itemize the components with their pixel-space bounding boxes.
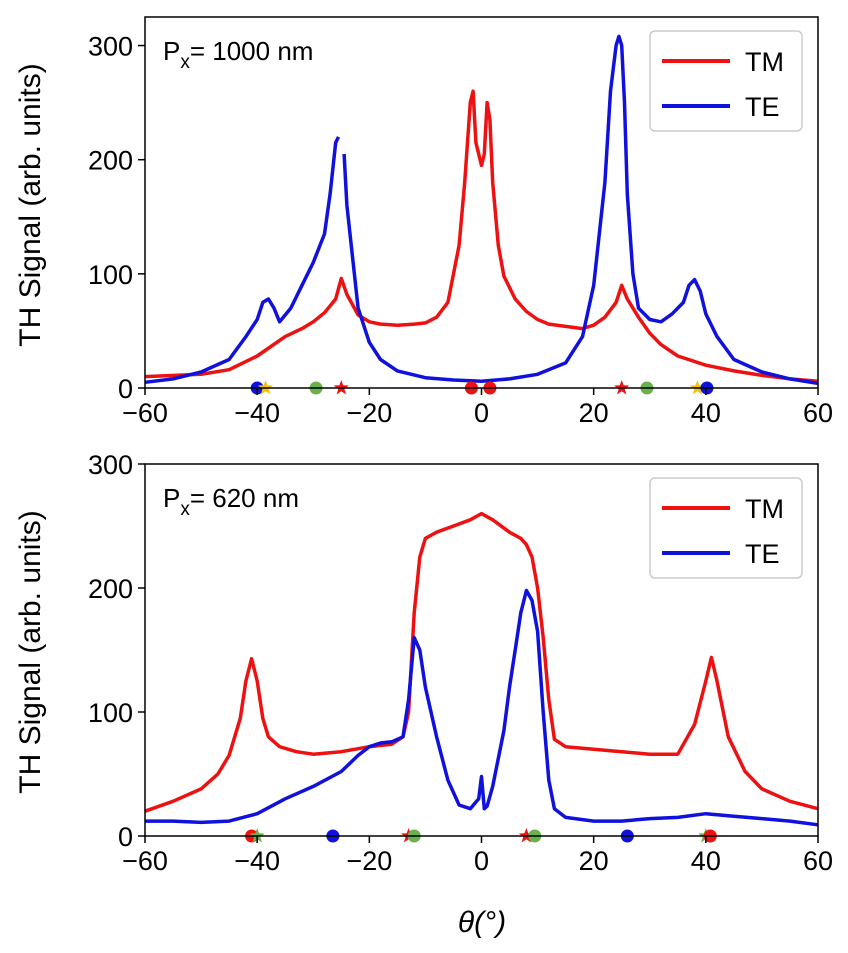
x-tick-label: −60 [122,846,168,876]
y-tick-label: 0 [118,374,133,404]
annotation-prefix: P [163,36,180,66]
annotation-suffix: = 620 nm [190,483,299,513]
bottom-panel: −60 −40 −20 0 20 40 60 0 100 200 300 Px= 620 nm TM TE [88,450,833,876]
x-tick-label: 20 [579,846,609,876]
y-tick-label: 300 [88,450,133,480]
x-tick-label: 40 [691,846,721,876]
panel-annotation: Px= 620 nm [163,483,299,520]
series-line-tm [144,89,819,383]
y-tick-label: 300 [88,32,133,62]
panel-annotation: Px= 1000 nm [163,36,313,73]
annotation-subscript: x [180,52,190,73]
x-tick-label: 20 [579,398,609,428]
legend-label-te: TE [745,92,780,122]
x-tick-label: −20 [346,398,392,428]
x-tick-label: 60 [803,846,833,876]
y-axis-label-top: TH Signal (arb. units) [14,63,47,346]
x-tick-label: 60 [803,398,833,428]
x-axis-label: θ(°) [458,906,506,939]
series-line-te [145,588,819,827]
x-tick-label: −40 [234,398,280,428]
y-tick-label: 100 [88,698,133,728]
x-tick-label: 40 [691,398,721,428]
series-line-tm [144,511,819,813]
x-tick-label: 0 [474,846,489,876]
y-tick-label: 200 [88,146,133,176]
annotation-prefix: P [163,483,180,513]
y-axis-label-bottom: TH Signal (arb. units) [14,510,47,793]
y-tick-label: 100 [88,260,133,290]
top-panel: −60 −40 −20 0 20 40 60 0 100 200 300 Px= 1000 nm TM T… [88,16,833,428]
y-tick-label: 0 [118,822,133,852]
legend-label-tm: TM [745,47,784,77]
legend-label-tm: TM [745,494,784,524]
x-tick-label: −60 [122,398,168,428]
x-tick-label: −40 [234,846,280,876]
x-tick-label: 0 [474,398,489,428]
annotation-subscript: x [180,499,190,520]
series-line-te [144,34,819,386]
y-tick-label: 200 [88,574,133,604]
x-tick-label: −20 [346,846,392,876]
annotation-suffix: = 1000 nm [190,36,314,66]
legend-label-te: TE [745,539,780,569]
